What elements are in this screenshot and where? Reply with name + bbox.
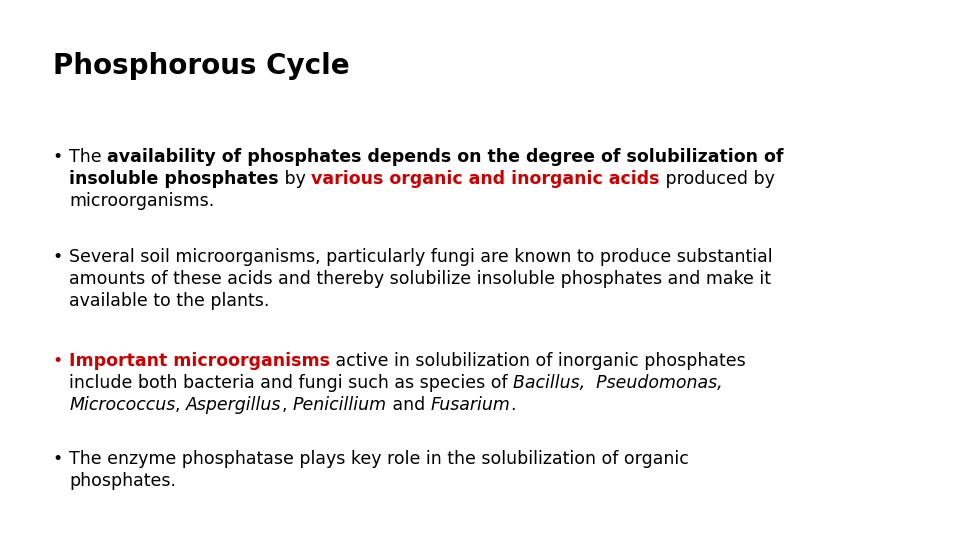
Text: active in solubilization of inorganic phosphates: active in solubilization of inorganic ph…	[330, 352, 746, 370]
Text: •: •	[53, 148, 63, 166]
Text: microorganisms.: microorganisms.	[69, 192, 214, 210]
Text: and: and	[387, 396, 430, 414]
Text: by: by	[278, 170, 311, 188]
Text: amounts of these acids and thereby solubilize insoluble phosphates and make it: amounts of these acids and thereby solub…	[69, 270, 771, 288]
Text: availability of phosphates depends on the degree of solubilization of: availability of phosphates depends on th…	[108, 148, 783, 166]
Text: Phosphorous Cycle: Phosphorous Cycle	[53, 52, 349, 80]
Text: Aspergillus: Aspergillus	[186, 396, 281, 414]
Text: Fusarium: Fusarium	[430, 396, 511, 414]
Text: phosphates.: phosphates.	[69, 472, 176, 490]
Text: available to the plants.: available to the plants.	[69, 292, 270, 310]
Text: insoluble phosphates: insoluble phosphates	[69, 170, 278, 188]
Text: Micrococcus: Micrococcus	[69, 396, 176, 414]
Text: ,: ,	[176, 396, 186, 414]
Text: Bacillus,  Pseudomonas,: Bacillus, Pseudomonas,	[514, 374, 723, 392]
Text: The: The	[69, 148, 108, 166]
Text: •: •	[53, 248, 63, 266]
Text: various organic and inorganic acids: various organic and inorganic acids	[311, 170, 660, 188]
Text: Penicillium: Penicillium	[293, 396, 387, 414]
Text: Important microorganisms: Important microorganisms	[69, 352, 330, 370]
Text: ,: ,	[281, 396, 293, 414]
Text: Several soil microorganisms, particularly fungi are known to produce substantial: Several soil microorganisms, particularl…	[69, 248, 773, 266]
Text: The enzyme phosphatase plays key role in the solubilization of organic: The enzyme phosphatase plays key role in…	[69, 450, 689, 468]
Text: .: .	[511, 396, 516, 414]
Text: •: •	[53, 450, 63, 468]
Text: produced by: produced by	[660, 170, 775, 188]
Text: include both bacteria and fungi such as species of: include both bacteria and fungi such as …	[69, 374, 514, 392]
Text: •: •	[53, 352, 63, 370]
